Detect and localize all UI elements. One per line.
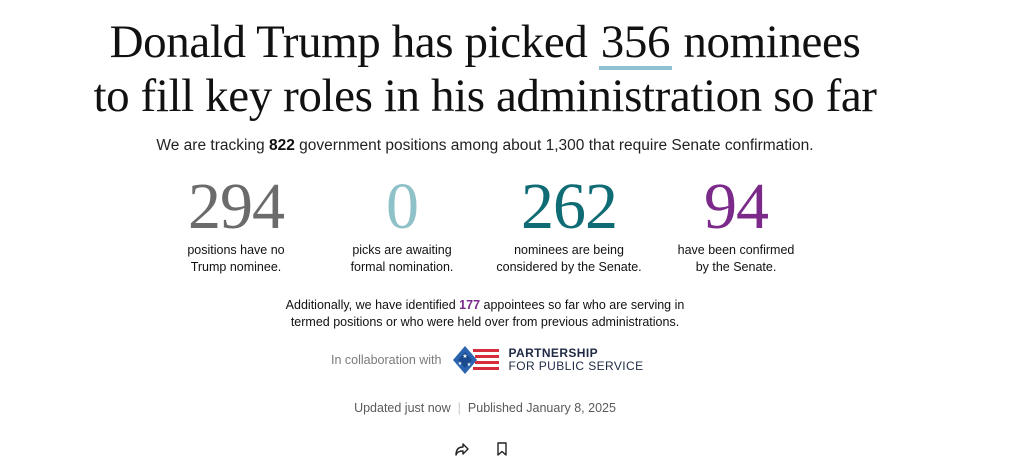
stat-value: 294 [188,170,285,243]
timestamp-line: Updated just now | Published January 8, 20… [0,401,970,415]
headline-post: nominees [683,16,861,68]
org-line-1: PARTNERSHIP [508,346,599,360]
stat-desc-line: positions have no [187,243,285,257]
stat-confirmed: 94 have been confirmed by the Senate. [661,171,811,276]
additional-appointees-note: Additionally, we have identified 177 app… [0,297,970,331]
stat-desc-line: by the Senate. [695,260,777,274]
stat-desc-line: nominees are being [514,243,624,257]
tracking-summary: We are tracking 822 government positions… [0,137,970,155]
stat-value: 94 [704,170,769,243]
stat-description: picks are awaiting formal nomination. [327,242,477,276]
stat-description: nominees are being considered by the Sen… [494,242,644,276]
stat-desc-line: picks are awaiting [352,243,452,257]
headline-pre: Donald Trump has picked [109,16,588,68]
stat-desc-line: have been confirmed [677,243,795,257]
svg-text:★: ★ [467,362,472,368]
stat-description: positions have no Trump nominee. [161,242,311,276]
svg-text:★: ★ [463,353,468,360]
org-line-2: FOR PUBLIC SERVICE [508,359,644,373]
appointee-count: 177 [459,298,481,312]
divider: | [457,401,461,415]
stat-awaiting-nomination: 0 picks are awaiting formal nomination. [327,171,477,276]
share-icon[interactable] [454,441,470,457]
additional-pre: Additionally, we have identified [285,298,456,312]
headline-count-link[interactable]: 356 [598,16,673,70]
collaboration-credit: In collaboration with ★ ★ ★ PARTNERSHIP … [331,344,644,376]
additional-post: appointees so far who are serving in [483,298,685,312]
tracking-post: government positions among about 1,300 t… [299,137,814,154]
bookmark-icon[interactable] [494,441,510,457]
headline: Donald Trump has picked 356 nominees to … [0,16,970,122]
partnership-flag-logo-icon[interactable]: ★ ★ ★ [451,344,501,376]
svg-text:★: ★ [458,361,463,367]
stat-description: have been confirmed by the Senate. [661,242,811,276]
updated-time: Updated just now [354,401,451,415]
tracking-pre: We are tracking [156,137,265,154]
stat-value: 262 [521,170,618,243]
additional-line-2: termed positions or who were held over f… [290,315,680,329]
stat-value: 0 [386,170,419,243]
headline-line2: to fill key roles in his administration … [93,70,877,122]
partner-org-name[interactable]: PARTNERSHIP FOR PUBLIC SERVICE [508,347,643,373]
published-date: Published January 8, 2025 [467,401,616,415]
tracking-count: 822 [268,137,295,154]
stat-desc-line: formal nomination. [350,260,454,274]
stat-desc-line: Trump nominee. [190,260,282,274]
stat-desc-line: considered by the Senate. [496,260,642,274]
article-actions [454,441,510,457]
additional-line-1: Additionally, we have identified 177 app… [0,297,970,314]
stat-considered-by-senate: 262 nominees are being considered by the… [494,171,644,276]
collab-label: In collaboration with [331,353,442,367]
stat-no-nominee: 294 positions have no Trump nominee. [161,171,311,276]
stats-row: 294 positions have no Trump nominee. 0 p… [0,171,970,281]
